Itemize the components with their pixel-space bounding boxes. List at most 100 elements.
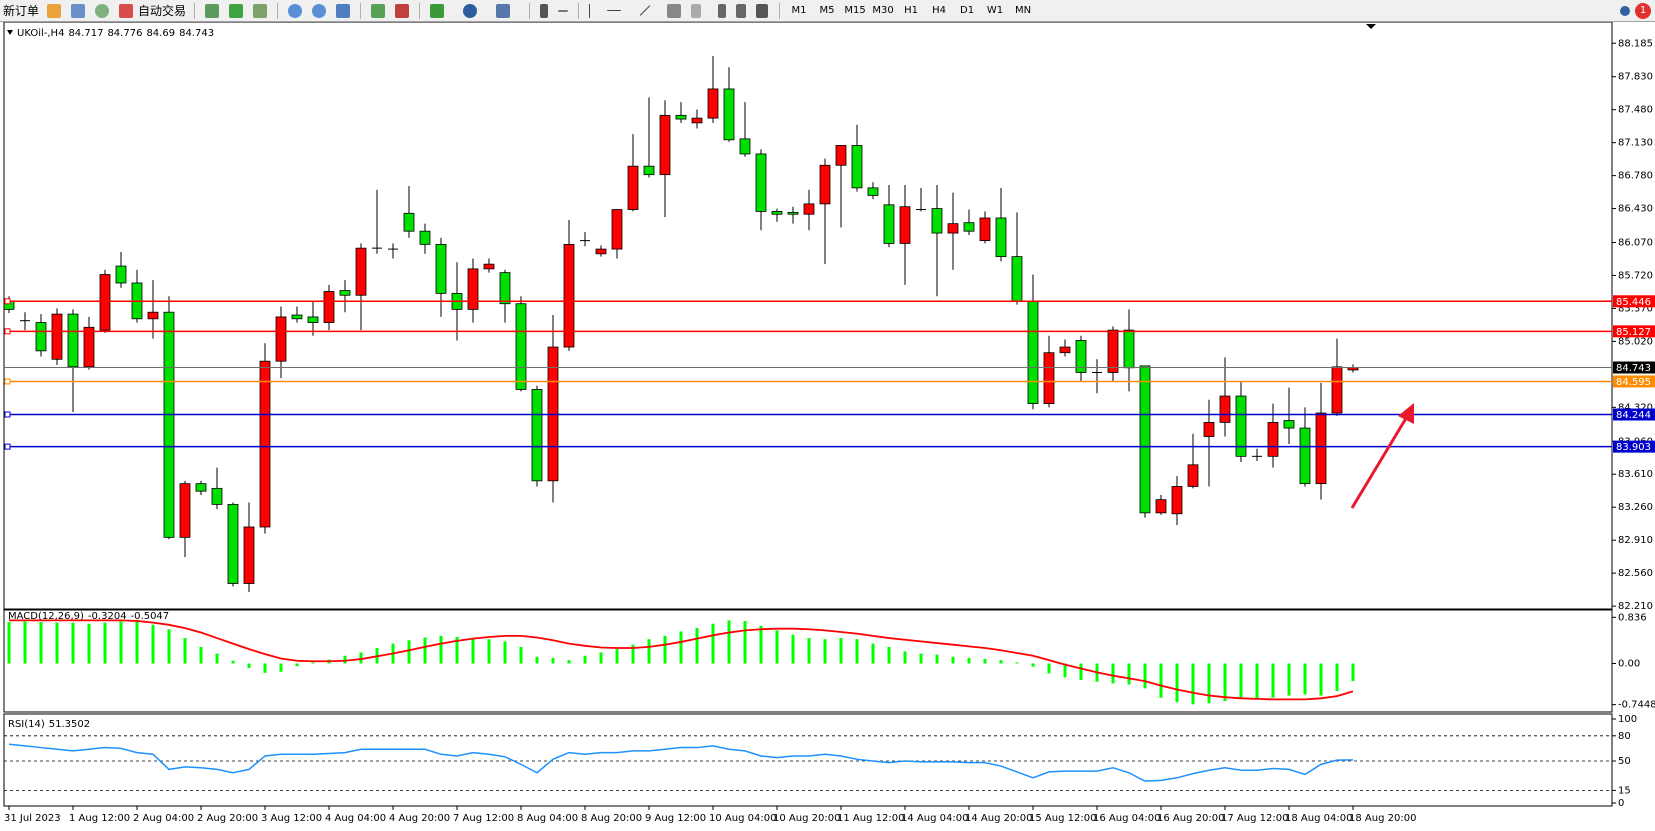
macd-histogram-bar [343,655,347,664]
new-order-button[interactable]: 新订单 [0,1,42,21]
candle-body [291,314,303,320]
macd-histogram-bar [1271,663,1275,698]
shapes-icon[interactable] [756,3,769,18]
y-tick-label: 85.020 [1618,336,1653,347]
x-tick-label: 14 Aug 04:00 [901,813,968,824]
level-box [1613,440,1655,453]
zoom-in-icon[interactable] [288,3,303,18]
macd-histogram-bar [743,620,747,664]
candle-body [1315,412,1327,485]
x-tick-label: 16 Aug 20:00 [1157,813,1224,824]
tile-icon[interactable] [336,3,351,18]
macd-histogram-bar [711,623,715,664]
trendline-icon[interactable] [639,5,651,16]
toolbar-icon[interactable] [253,3,268,18]
y-tick-label: 82.560 [1618,568,1653,579]
macd-histogram-bar [679,631,683,664]
timeframe-button[interactable]: D1 [960,5,975,16]
macd-histogram-bar [199,646,203,664]
separator [779,2,781,19]
x-tick-label: 8 Aug 20:00 [581,813,642,824]
y-tick-label: 82.910 [1618,535,1653,546]
y-tick-label: 80 [1618,731,1631,742]
candle-body [51,313,63,360]
candle-body [979,217,991,242]
cursor-icon[interactable] [540,3,549,18]
hline-icon[interactable] [607,10,622,11]
toolbar: 新订单 自动交易 M1 M5 M15 M30 H1 H4 D1 W1 MN 1 [0,0,1655,22]
timeframe-button[interactable]: M1 [791,5,807,16]
crosshair-icon[interactable] [558,9,569,12]
y-tick-label: 0 [1618,798,1624,809]
indicators-icon[interactable] [430,3,445,18]
rsi-line [8,743,1354,782]
y-tick-label: 0.00 [1618,658,1640,669]
macd-histogram-bar [407,640,411,664]
auto-trading-button[interactable]: 自动交易 [114,1,189,21]
notification-badge[interactable]: 1 [1635,2,1651,19]
toolbar-icon[interactable] [371,3,386,18]
macd-histogram-bar [791,634,795,664]
macd-histogram-bar [1159,663,1163,698]
macd-histogram-bar [215,653,219,664]
timeframe-button[interactable]: MN [1014,5,1032,16]
candle-body [627,165,639,210]
current-price-label: 84.743 [1616,363,1651,374]
candle-body [659,114,671,176]
separator [419,2,421,19]
label-icon[interactable] [736,3,747,18]
badge-count: 1 [1639,5,1647,16]
timeframe-button[interactable]: M15 [844,5,866,16]
macd-histogram-bar [983,659,987,664]
separator [277,2,279,19]
macd-histogram-bar [503,641,507,664]
panel-caption: -0.3204 [88,611,127,622]
panel-frame [3,21,1613,610]
panel-caption: MACD(12,26,9) [8,611,84,622]
fibo-icon[interactable] [691,3,702,18]
candle-body [307,316,319,323]
x-tick-label: 11 Aug 12:00 [837,813,904,824]
candle-body [771,211,783,215]
timeframe-button[interactable]: M30 [872,5,894,16]
macd-histogram-bar [1319,663,1323,696]
candle-body [1107,329,1119,373]
macd-histogram-bar [599,652,603,664]
macd-histogram-bar [135,621,139,664]
toolbar-icon[interactable] [395,3,410,18]
timeframe-button[interactable]: H1 [904,5,918,16]
macd-histogram-bar [279,663,283,672]
timeframe-button[interactable]: W1 [986,5,1004,16]
macd-histogram-bar [183,638,187,664]
x-tick-label: 31 Jul 2023 [4,813,61,824]
candle-body [83,326,95,368]
timeframe-button[interactable]: H4 [932,5,946,16]
candle-body [1139,365,1151,514]
toolbar-icon[interactable] [47,3,62,18]
level-box [1613,325,1655,338]
macd-histogram-bar [1335,663,1339,692]
candle-body [179,483,191,538]
channel-icon[interactable] [667,3,682,18]
templates-icon[interactable] [496,3,511,18]
y-tick-label: 84.320 [1618,402,1653,413]
macd-histogram-bar [487,639,491,664]
current-price-box [1613,361,1655,374]
vline-icon[interactable] [589,3,591,18]
toolbar-icon[interactable] [95,3,110,18]
toolbar-icon[interactable] [205,3,220,18]
macd-histogram-bar [775,630,779,664]
toolbar-icon[interactable] [229,3,244,18]
candle-body [819,164,831,205]
x-tick-label: 2 Aug 20:00 [197,813,258,824]
periods-icon[interactable] [463,3,478,18]
text-icon[interactable] [718,3,727,18]
timeframe-button[interactable]: M5 [819,5,835,16]
panel-caption: 84.776 [107,28,142,39]
macd-histogram-bar [1239,663,1243,698]
zoom-out-icon[interactable] [312,3,327,18]
y-tick-label: -0.7448 [1618,700,1655,711]
search-icon[interactable] [1620,5,1630,16]
panel-caption: RSI(14) [8,719,45,730]
toolbar-icon[interactable] [71,3,86,18]
